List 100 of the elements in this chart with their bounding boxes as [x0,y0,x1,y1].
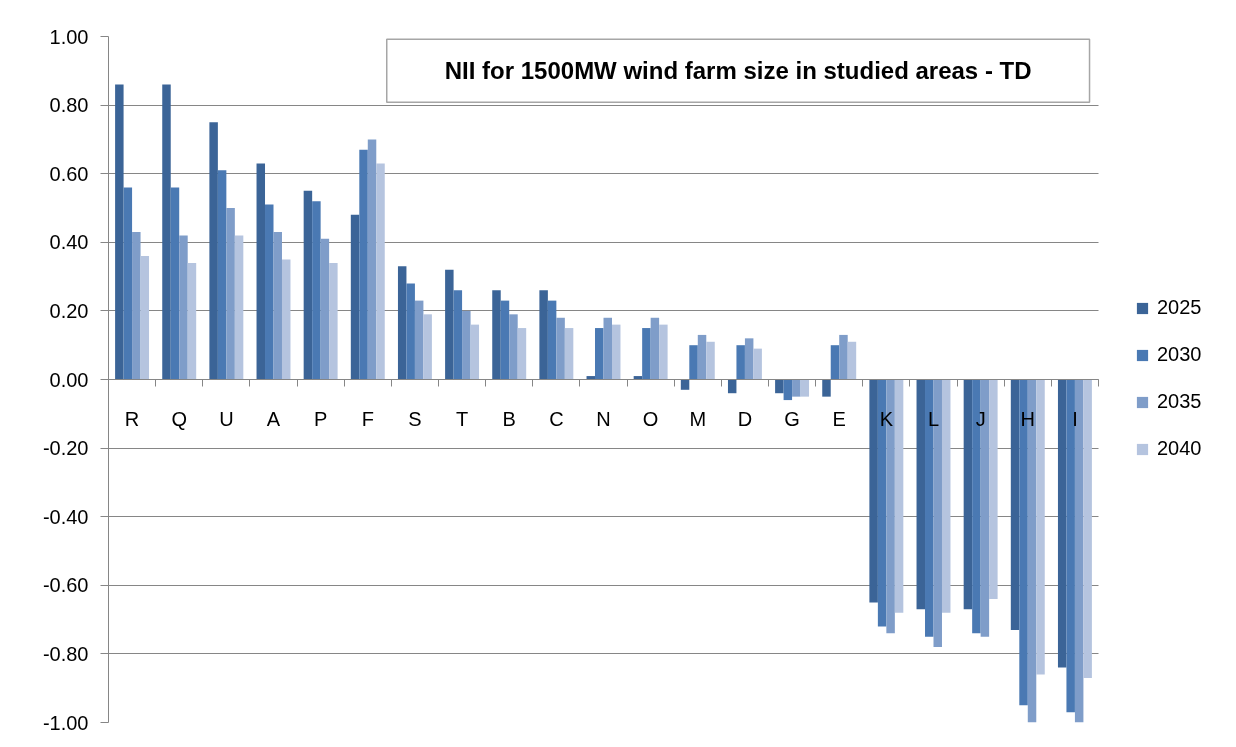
bar [162,84,171,380]
bar [595,328,604,380]
bar [445,269,454,380]
bar [680,379,690,390]
bar [217,170,227,380]
bar [209,122,218,380]
bar [140,256,150,380]
bar [1083,379,1092,678]
x-tick-label: R [124,407,140,430]
bar [611,324,621,380]
bar [650,317,660,380]
x-tick-label: G [784,407,800,430]
bar [187,262,197,380]
bar [115,84,124,380]
x-tick-label: T [455,407,469,430]
bar [462,310,471,380]
y-tick-label: -0.20 [42,437,89,460]
bar [744,338,754,380]
bar [281,259,291,380]
x-tick-label: S [408,407,422,430]
x-tick-label: Q [171,407,187,430]
bar [1036,379,1045,675]
bar [642,328,651,380]
bar [775,379,784,394]
bar [397,266,407,380]
bar [256,163,266,380]
bar [492,290,501,380]
bar [830,345,840,380]
x-tick-label: P [313,407,328,430]
y-tick-label: -0.60 [42,574,89,597]
bar [916,379,926,610]
bar [839,334,848,380]
bar [265,204,274,380]
x-tick-label: I [1072,407,1078,430]
legend-label: 2035 [1157,390,1202,413]
bar [170,187,180,380]
bar [894,379,904,613]
bar [509,314,518,380]
x-tick-label: O [642,407,659,430]
bar [453,290,463,380]
y-tick-label: 0.80 [49,94,89,117]
bar [273,232,282,380]
bar [234,235,244,380]
text: NII for 1500MW wind farm size in studied areas - TD [444,57,1032,85]
bar [320,238,330,380]
bar [963,379,973,610]
bar [517,328,527,380]
bar [800,379,810,397]
y-tick-label: 0.40 [49,231,89,254]
x-tick-label: U [219,407,234,430]
bar [367,139,377,380]
legend-label: 2025 [1157,296,1202,319]
x-tick-label: N [596,407,611,430]
bar [1010,379,1020,630]
x-tick-label: K [879,407,894,430]
x-tick-label: L [927,407,940,430]
bar [539,290,548,380]
bar [822,379,831,397]
bar [226,208,235,380]
bar [727,379,737,394]
bar [564,328,574,380]
bar [1074,379,1084,723]
bar [132,232,141,380]
bar [1057,379,1067,668]
x-tick-label: E [832,407,846,430]
bar [689,345,698,380]
bar [753,348,762,380]
bar [697,334,707,380]
bar [736,345,745,380]
x-tick-label: F [361,407,374,430]
bar [423,314,432,380]
bar [706,341,715,380]
bar [470,324,480,380]
x-tick-label: M [689,407,707,430]
bar [329,262,338,380]
bar [659,324,668,380]
bar [376,163,385,380]
y-tick-label: -1.00 [42,711,89,734]
bar [359,149,368,380]
bar [556,317,565,380]
x-tick-label: C [549,407,564,430]
x-tick-label: D [737,407,753,430]
y-tick-label: 1.00 [49,25,89,48]
bar [783,379,793,401]
bar [869,379,878,603]
x-tick-label: A [266,407,281,430]
legend-label: 2040 [1157,437,1202,460]
y-tick-label: 0.00 [49,368,89,391]
x-tick-label: H [1020,407,1036,430]
y-tick-label: 0.20 [49,299,89,322]
legend-label: 2030 [1157,343,1202,366]
bar [350,214,360,380]
y-tick-label: -0.40 [42,505,89,528]
bar [847,341,857,380]
bar [603,317,612,380]
bar [179,235,188,380]
y-tick-label: -0.80 [42,642,89,665]
bar [406,283,415,380]
y-tick-label: 0.60 [49,162,89,185]
bar [792,379,801,397]
